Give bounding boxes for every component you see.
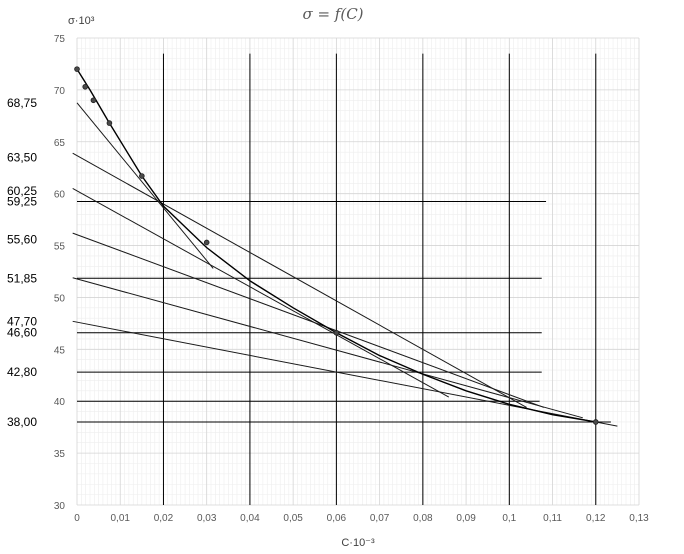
x-axis-label: C·10⁻³ [341, 537, 375, 549]
data-point [139, 173, 145, 179]
y-tick-label: 40 [54, 397, 66, 408]
tangent-line [72, 277, 583, 419]
x-tick-label: 0,03 [197, 513, 217, 524]
x-tick-label: 0,08 [413, 513, 433, 524]
data-points [74, 66, 599, 425]
fitted-curve [76, 68, 596, 423]
y-tick-label: 75 [54, 34, 66, 45]
intercept-label: 46,60 [7, 326, 37, 340]
plot-lines [72, 53, 618, 505]
y-tick-label: 55 [54, 242, 66, 253]
data-point [74, 66, 80, 72]
intercept-label: 63,50 [7, 150, 37, 164]
tangent-line [72, 152, 527, 408]
tick-labels: 0 0,01 0,02 0,03 0,04 0,05 0,06 0,07 0,08 0,09 0,1… [54, 34, 649, 524]
x-tick-label: 0,12 [586, 513, 606, 524]
x-tick-label: 0,06 [327, 513, 347, 524]
y-tick-label: 30 [54, 501, 66, 512]
intercept-label: 38,00 [7, 415, 37, 429]
x-tick-label: 0,05 [283, 513, 303, 524]
intercept-label: 42,80 [7, 365, 37, 379]
intercept-label: 51,85 [7, 271, 37, 285]
data-point [592, 419, 599, 425]
data-point [90, 97, 97, 104]
x-tick-label: 0,07 [370, 513, 390, 524]
y-tick-label: 45 [54, 345, 66, 356]
intercept-label: 55,60 [7, 232, 37, 246]
intercept-label: 47,70 [7, 314, 37, 328]
chart-title: σ = f(C) [302, 5, 363, 23]
y-tick-label: 35 [54, 449, 66, 460]
intercept-label: 59,25 [7, 194, 37, 208]
y-tick-label: 70 [54, 86, 66, 97]
x-tick-label: 0,04 [240, 513, 260, 524]
data-point [82, 83, 89, 90]
x-tick-label: 0,02 [154, 513, 174, 524]
intercept-label: 60,25 [7, 184, 37, 198]
x-tick-label: 0,13 [629, 513, 649, 524]
y-tick-label: 50 [54, 293, 66, 304]
y-axis-label: σ·10³ [68, 15, 95, 27]
y-tick-label: 65 [54, 138, 66, 149]
tangent-line [72, 232, 545, 408]
tangent-line [76, 102, 214, 269]
y-tick-label: 60 [54, 190, 66, 201]
x-tick-label: 0,01 [110, 513, 130, 524]
tangent-line [72, 188, 450, 398]
x-tick-label: 0,1 [502, 513, 516, 524]
data-point [203, 239, 210, 246]
intercept-label: 68,75 [7, 96, 37, 110]
x-tick-label: 0 [74, 513, 80, 524]
x-tick-label: 0,11 [543, 513, 562, 524]
data-point [333, 329, 340, 336]
data-point [106, 120, 113, 126]
x-tick-label: 0,09 [456, 513, 476, 524]
